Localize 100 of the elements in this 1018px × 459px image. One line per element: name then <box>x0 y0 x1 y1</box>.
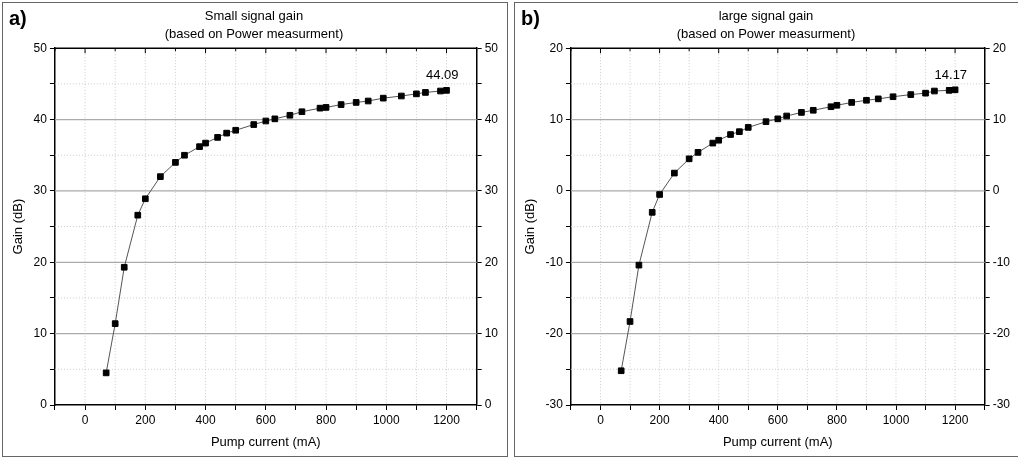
point <box>863 96 870 104</box>
chart-subtitle: (based on Power measurment) <box>164 25 344 41</box>
point <box>364 97 372 105</box>
y2-tick-label: 50 <box>484 40 499 55</box>
point <box>443 87 450 94</box>
point <box>202 139 209 147</box>
y-tick-label: 10 <box>549 111 564 126</box>
point <box>337 101 345 108</box>
point <box>413 90 420 98</box>
point <box>250 121 258 128</box>
x-tick-label: 400 <box>195 412 216 427</box>
point <box>635 261 643 269</box>
point <box>181 151 188 159</box>
y-axis-title: Gain (dB) <box>10 198 26 255</box>
point <box>671 169 678 177</box>
point <box>931 87 938 95</box>
text: a) <box>9 6 27 29</box>
y2-tick-label: 0 <box>992 183 1000 198</box>
y-tick-label: -30 <box>545 397 564 412</box>
point <box>694 149 702 156</box>
point <box>951 86 959 94</box>
y2-tick-label: 0 <box>484 397 492 412</box>
point <box>214 134 221 141</box>
y2-tick-label: 20 <box>484 254 499 269</box>
point <box>833 101 841 109</box>
point <box>656 191 663 198</box>
point <box>798 109 805 116</box>
point <box>727 131 734 138</box>
point <box>286 111 294 119</box>
chart-title: Small signal gain <box>204 8 304 24</box>
point <box>744 124 752 131</box>
y-tick-label: -20 <box>545 325 564 340</box>
x-tick-label: 600 <box>767 412 789 427</box>
y-tick-label: 30 <box>33 183 48 198</box>
y2-tick-label: -30 <box>992 397 1011 412</box>
point <box>102 369 110 377</box>
point <box>232 126 240 134</box>
x-axis-title: Pump current (mA) <box>210 433 321 449</box>
point <box>774 115 782 123</box>
x-tick-label: 600 <box>255 412 277 427</box>
y-tick-label: 50 <box>33 40 48 55</box>
point <box>907 91 915 98</box>
x-tick-label: 0 <box>81 412 89 427</box>
point <box>617 367 625 375</box>
y2-tick-label: 10 <box>992 111 1007 126</box>
chart-subtitle: (based on Power measurment) <box>676 25 856 41</box>
point <box>316 104 324 112</box>
point <box>922 89 929 97</box>
point <box>262 117 270 125</box>
point <box>352 99 360 106</box>
y2-tick-label: 40 <box>484 111 499 126</box>
point <box>271 115 279 123</box>
point <box>715 136 723 144</box>
point <box>762 118 770 126</box>
point <box>141 195 149 203</box>
y-tick-label: 20 <box>33 254 48 269</box>
y-tick-label: -10 <box>545 254 564 269</box>
point <box>709 139 717 147</box>
point <box>809 106 817 114</box>
point <box>172 159 179 166</box>
point <box>422 89 429 96</box>
annotation: 44.09 <box>425 67 459 83</box>
point <box>196 143 203 151</box>
point <box>889 93 897 101</box>
point <box>848 99 856 106</box>
chart-title: large signal gain <box>718 8 814 24</box>
point <box>379 94 387 102</box>
point <box>322 104 330 111</box>
text: b) <box>521 6 540 29</box>
point <box>223 129 230 137</box>
x-tick-label: 200 <box>135 412 156 427</box>
y-tick-label: 0 <box>40 397 48 412</box>
point <box>157 173 164 180</box>
x-tick-label: 0 <box>597 412 605 427</box>
point <box>736 128 743 136</box>
y-tick-label: 40 <box>33 111 48 126</box>
x-tick-label: 1200 <box>941 412 969 427</box>
y2-tick-label: -20 <box>992 325 1011 340</box>
x-axis-title: Pump current (mA) <box>722 433 833 449</box>
y2-tick-label: -10 <box>992 254 1011 269</box>
y-tick-label: 10 <box>33 325 48 340</box>
y-tick-label: 20 <box>549 40 564 55</box>
x-tick-label: 800 <box>316 412 337 427</box>
x-tick-label: 1000 <box>882 412 910 427</box>
point <box>134 211 142 219</box>
point <box>945 86 953 94</box>
point <box>783 112 790 120</box>
point <box>298 108 306 116</box>
point <box>685 155 693 163</box>
x-tick-label: 400 <box>708 412 730 427</box>
point <box>648 209 656 216</box>
y-axis-title: Gain (dB) <box>522 198 538 255</box>
x-tick-label: 1000 <box>372 412 400 427</box>
point <box>120 263 128 271</box>
y-tick-label: 0 <box>556 183 564 198</box>
point <box>111 320 119 327</box>
y2-tick-label: 30 <box>484 183 499 198</box>
y2-tick-label: 10 <box>484 325 499 340</box>
point <box>874 95 882 103</box>
point <box>398 92 405 100</box>
